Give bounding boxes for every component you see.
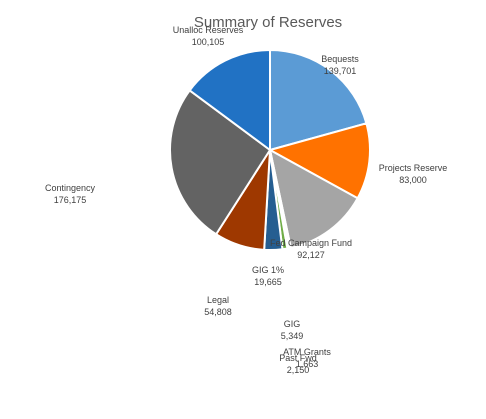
pie-slice-unalloc-reserves: [188, 49, 271, 151]
data-label-value: 176,175: [54, 195, 87, 205]
pie-slice-projects-reserve: [269, 122, 371, 200]
data-label-category: Fed Campaign Fund: [270, 238, 352, 248]
pie-slices: [169, 49, 371, 251]
data-label-gig: GIG 5,349: [281, 319, 304, 341]
data-label-legal: Legal 54,808: [204, 295, 232, 317]
data-label-value: 19,665: [254, 277, 282, 287]
data-label-category: ATM Grants: [283, 347, 331, 357]
data-label-category: Unalloc Reserves: [173, 25, 244, 35]
data-label-fed-campaign-fund: Fed Campaign Fund 92,127: [270, 238, 352, 260]
pie-slice-contingency: [169, 89, 271, 236]
data-label-value: 92,127: [297, 250, 325, 260]
data-label-value: 2,150: [287, 365, 310, 375]
data-label-category: GIG 1%: [252, 265, 284, 275]
data-label-category: Legal: [207, 295, 229, 305]
data-label-bequests: Bequests 139,701: [321, 54, 359, 76]
data-label-category: Contingency: [45, 183, 96, 193]
data-label-past-fwd: Past Fwd 2,150: [279, 353, 317, 375]
data-label-value: 54,808: [204, 307, 232, 317]
data-label-contingency: Contingency 176,175: [45, 183, 96, 205]
data-label-category: Past Fwd: [279, 353, 317, 363]
data-label-category: Bequests: [321, 54, 359, 64]
data-label-gig-1-: GIG 1% 19,665: [252, 265, 284, 287]
data-label-value: 5,349: [281, 331, 304, 341]
data-label-atm-grants: ATM Grants 1,663: [283, 347, 331, 369]
pie-slice-fed-campaign-fund: [269, 149, 359, 249]
data-label-unalloc-reserves: Unalloc Reserves 100,105: [173, 25, 244, 47]
data-label-projects-reserve: Projects Reserve 83,000: [379, 163, 448, 185]
chart-title: Summary of Reserves: [194, 14, 342, 31]
data-label-value: 1,663: [296, 359, 319, 369]
data-label-category: Projects Reserve: [379, 163, 448, 173]
slice-labels: Bequests 139,701 Projects Reserve 83,000 Fed…: [45, 25, 447, 375]
data-label-value: 100,105: [192, 37, 225, 47]
data-label-value: 83,000: [399, 175, 427, 185]
data-label-category: GIG: [284, 319, 301, 329]
data-label-value: 139,701: [324, 66, 357, 76]
pie-slice-bequests: [269, 49, 368, 151]
